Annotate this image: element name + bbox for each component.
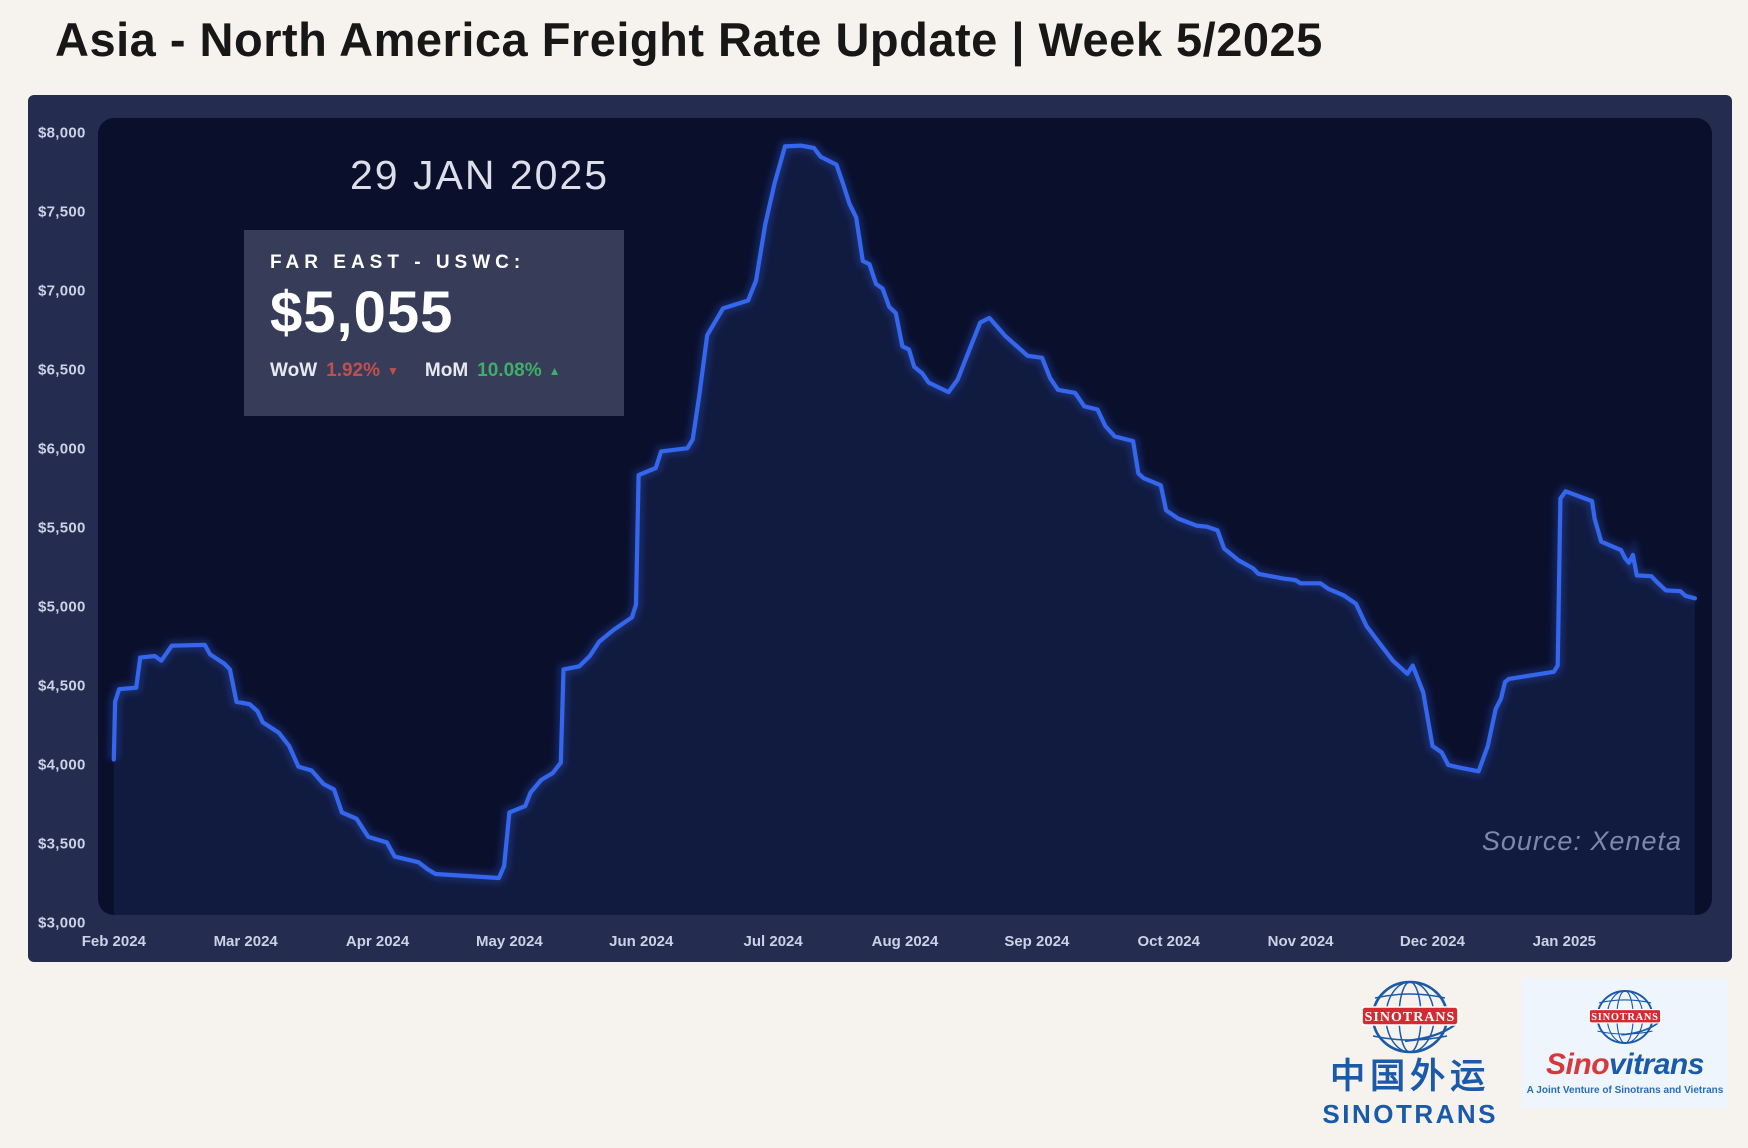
sinovitrans-globe-icon: SINOTRANS	[1588, 990, 1662, 1044]
rate-line-chart	[108, 140, 1697, 915]
mom-label: MoM	[424, 360, 469, 381]
wow-label: WoW	[270, 360, 318, 381]
y-tick-label: $5,500	[38, 519, 86, 537]
x-tick-label: Sep 2024	[1004, 933, 1070, 950]
sinovitrans-logo: SINOTRANS Sinovitrans A Joint Venture of…	[1522, 978, 1728, 1108]
sinotrans-logo: SINOTRANS 中国外运 SINOTRANS	[1322, 978, 1498, 1130]
y-tick-label: $6,000	[38, 440, 86, 458]
freight-rate-chart-panel: $8,000 $7,500 $7,000 $6,500 $6,000 $5,500 $5,0…	[28, 95, 1732, 962]
x-tick-label: May 2024	[476, 933, 543, 950]
y-tick-label: $5,000	[38, 598, 86, 616]
sinovitrans-wordmark: Sinovitrans	[1546, 1050, 1704, 1080]
sinovitrans-tagline: A Joint Venture of Sinotrans and Vietran…	[1526, 1085, 1724, 1096]
sinovitrans-wordmark-red: Sino	[1546, 1048, 1610, 1081]
page-title: Asia - North America Freight Rate Update…	[55, 13, 1323, 66]
wow-value: 1.92%	[326, 360, 381, 381]
y-tick-label: $3,000	[38, 914, 86, 932]
source-credit: Source: Xeneta	[1481, 826, 1682, 856]
x-tick-label: Jan 2025	[1532, 933, 1597, 950]
x-tick-label: Feb 2024	[81, 933, 146, 950]
rate-line	[111, 143, 1697, 881]
date-label: 29 JAN 2025	[350, 152, 610, 198]
sinotrans-globe-icon: SINOTRANS	[1361, 980, 1459, 1054]
x-tick-label: Apr 2024	[345, 933, 410, 950]
x-tick-label: Mar 2024	[213, 933, 278, 950]
y-tick-label: $6,500	[38, 361, 86, 379]
x-tick-label: Dec 2024	[1399, 933, 1465, 950]
x-tick-label: Aug 2024	[871, 933, 939, 950]
y-tick-label: $7,500	[38, 203, 86, 221]
plot-area: 29 JAN 2025 FAR EAST - USWC: $5,055 WoW …	[98, 118, 1712, 915]
footer-logos: SINOTRANS 中国外运 SINOTRANS SINOTRANS Sinov…	[1322, 978, 1728, 1130]
rate-change-row: WoW 1.92% ▼ MoM 10.08% ▲	[270, 360, 598, 382]
sinovitrans-wordmark-blue: vitrans	[1609, 1048, 1704, 1081]
down-arrow-icon: ▼	[387, 364, 399, 378]
y-tick-label: $8,000	[38, 124, 86, 142]
y-tick-label: $3,500	[38, 835, 86, 853]
y-tick-label: $7,000	[38, 282, 86, 300]
spot-rate-value: $5,055	[270, 280, 454, 345]
rate-area	[113, 145, 1695, 915]
sinotrans-banner-text: SINOTRANS	[1365, 1010, 1456, 1025]
rate-stat-box: FAR EAST - USWC: $5,055 WoW 1.92% ▼ MoM …	[244, 230, 624, 416]
y-tick-label: $4,500	[38, 677, 86, 695]
x-tick-label: Jun 2024	[609, 933, 674, 950]
sinotrans-english-name: SINOTRANS	[1322, 1098, 1498, 1129]
x-tick-label: Jul 2024	[743, 933, 803, 950]
sinotrans-chinese-name: 中国外运	[1330, 1057, 1491, 1096]
route-label: FAR EAST - USWC:	[270, 252, 526, 273]
y-tick-label: $4,000	[38, 756, 86, 774]
sinovitrans-banner-text: SINOTRANS	[1591, 1012, 1658, 1023]
up-arrow-icon: ▲	[548, 364, 561, 378]
x-tick-label: Oct 2024	[1137, 933, 1200, 950]
x-tick-label: Nov 2024	[1267, 933, 1334, 950]
mom-value: 10.08%	[477, 360, 542, 381]
